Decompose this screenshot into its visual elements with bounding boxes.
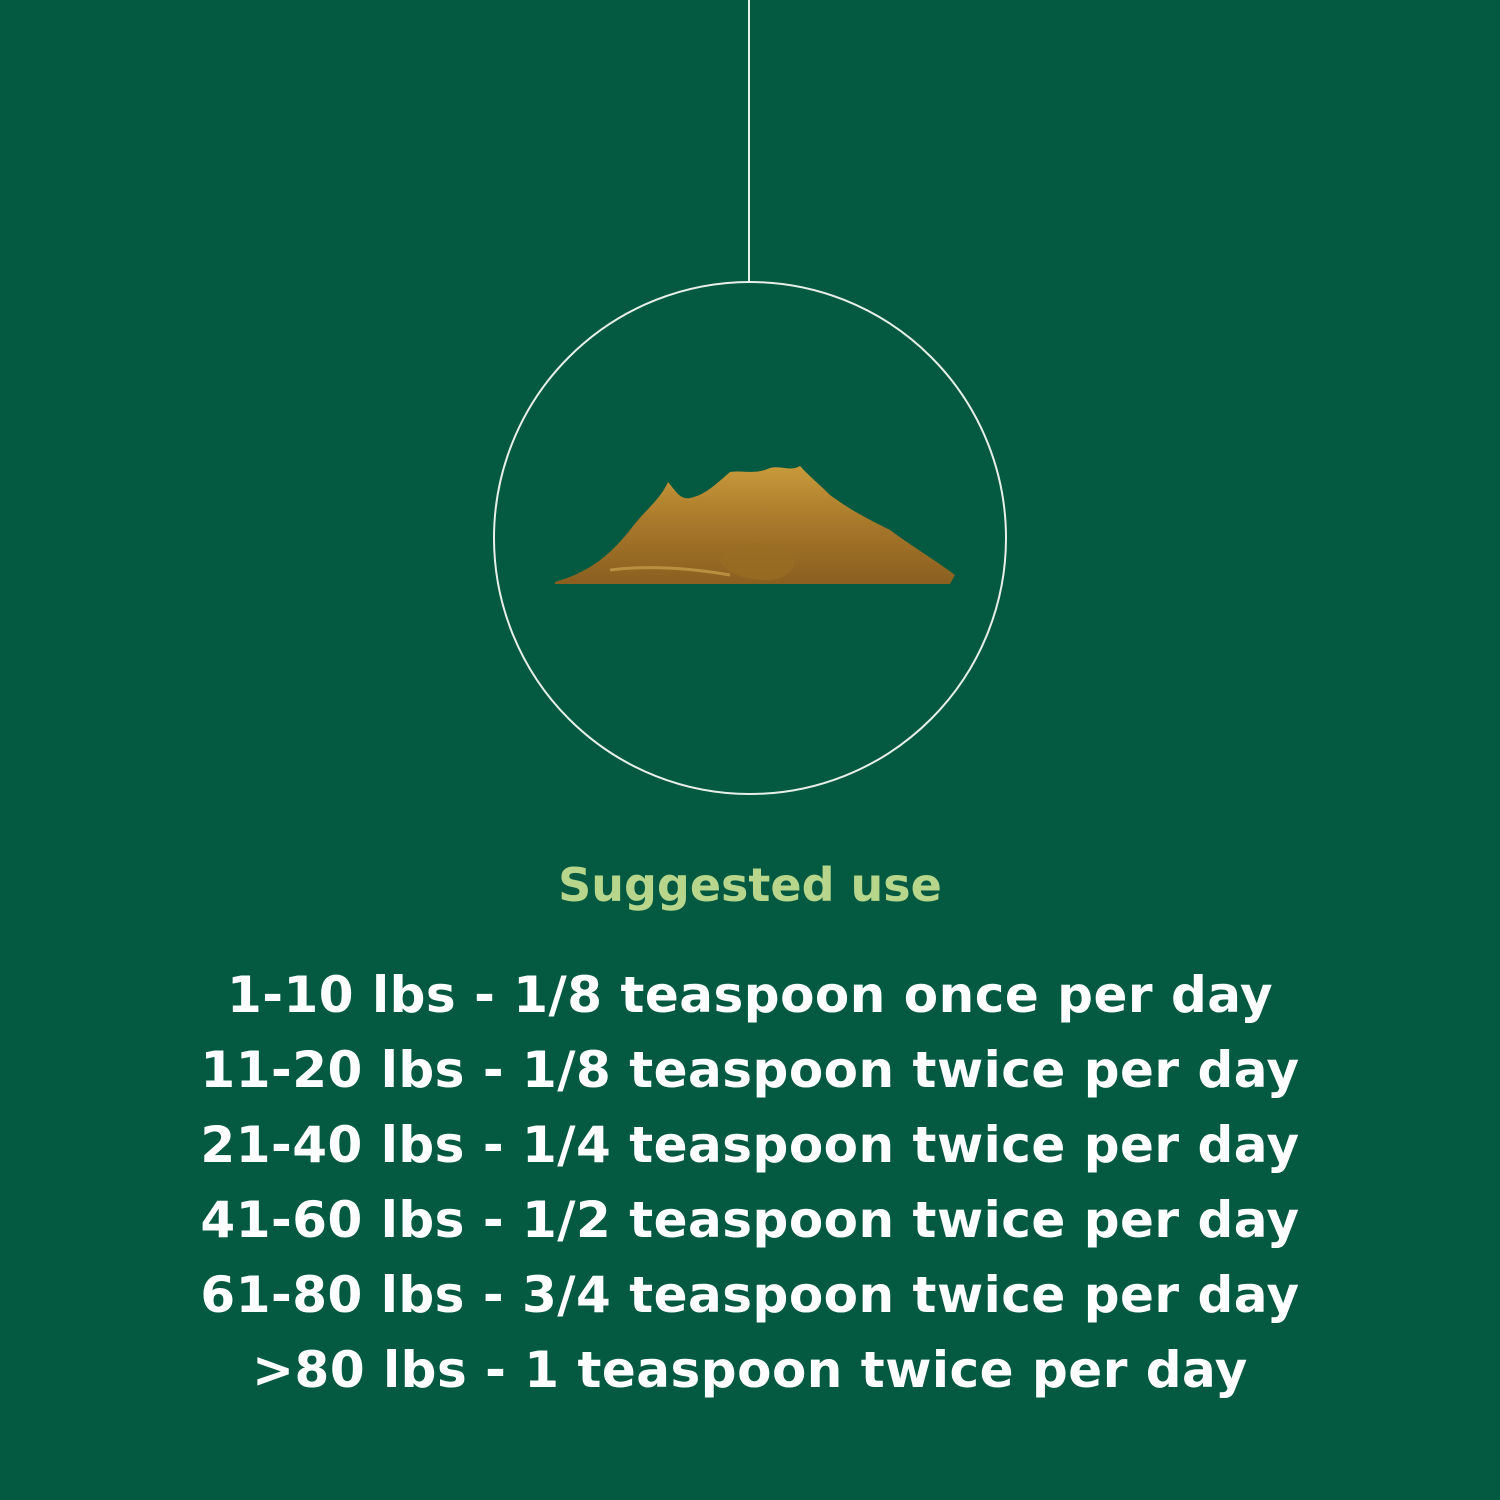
dosage-item: 11-20 lbs - 1/8 teaspoon twice per day [200, 1041, 1300, 1099]
dosage-item: 61-80 lbs - 3/4 teaspoon twice per day [200, 1266, 1300, 1324]
powder-pile-icon [555, 466, 955, 584]
suggested-use-title: Suggested use [558, 858, 942, 912]
dosage-item: 41-60 lbs - 1/2 teaspoon twice per day [200, 1191, 1300, 1249]
dosage-item: >80 lbs - 1 teaspoon twice per day [252, 1341, 1248, 1399]
dosage-item: 1-10 lbs - 1/8 teaspoon once per day [226, 966, 1274, 1024]
dosage-item: 21-40 lbs - 1/4 teaspoon twice per day [200, 1116, 1300, 1174]
hanging-line [748, 0, 750, 281]
product-circle-frame [493, 281, 1007, 795]
dosage-list: 1-10 lbs - 1/8 teaspoon once per day 11-… [0, 958, 1500, 1408]
